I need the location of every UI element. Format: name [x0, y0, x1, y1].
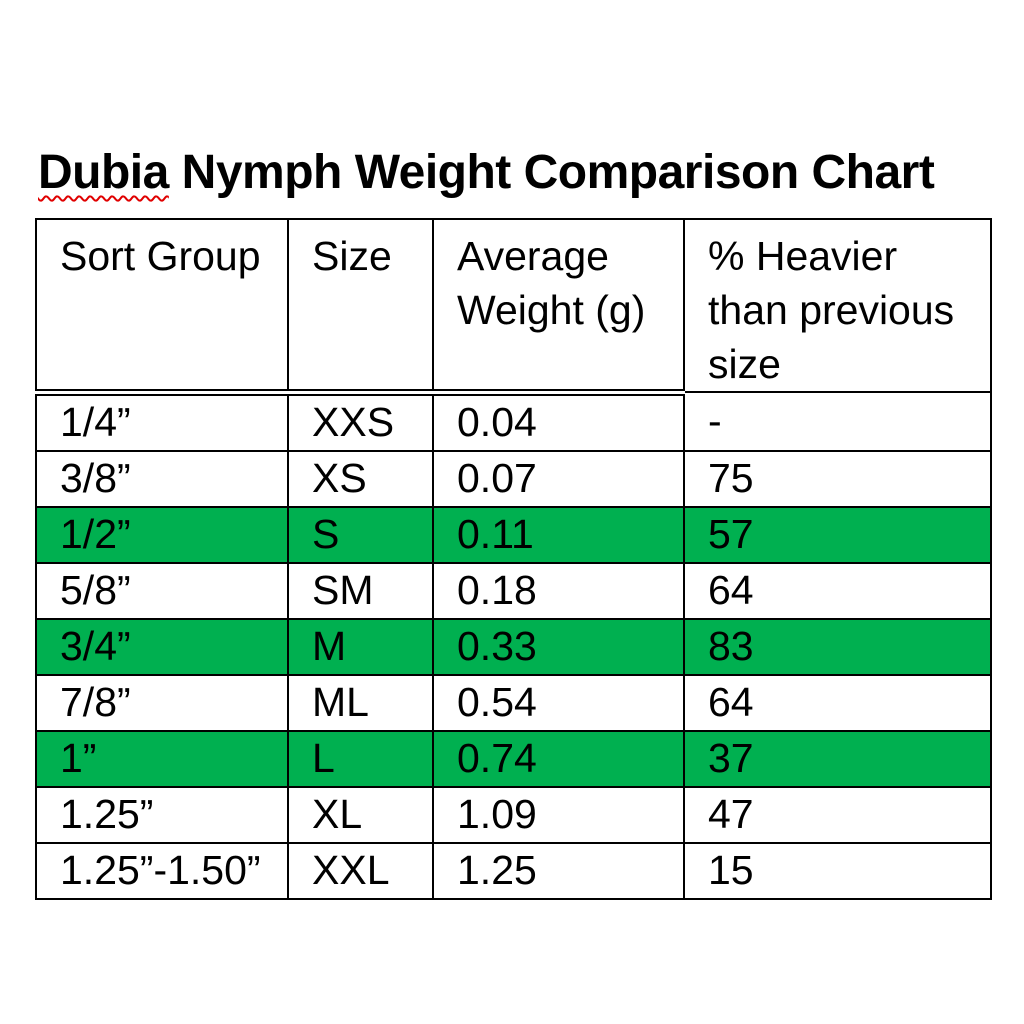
cell-sort-group: 3/4”	[35, 617, 289, 676]
cell-pct-heavier: 83	[683, 617, 992, 676]
cell-pct-heavier: -	[683, 391, 992, 452]
cell-pct-heavier: 15	[683, 841, 992, 900]
title-rest: Nymph Weight Comparison Chart	[168, 146, 935, 200]
cell-pct-heavier: 47	[683, 785, 992, 844]
weight-comparison-table: Sort Group Size Average Weight (g) % Hea…	[35, 218, 992, 900]
cell-average-weight: 1.09	[432, 785, 685, 844]
cell-pct-heavier: 64	[683, 673, 992, 732]
cell-size: XL	[287, 785, 434, 844]
cell-sort-group: 5/8”	[35, 561, 289, 620]
table-header: Sort Group Size Average Weight (g) % Hea…	[35, 218, 992, 396]
table-row: 3/8” XS 0.07 75	[35, 449, 992, 508]
cell-size: XXS	[287, 391, 434, 452]
table-row: 1/4” XXS 0.04-	[35, 391, 992, 452]
table-row: 3/4” M 0.33 83	[35, 617, 992, 676]
column-header-average-weight: Average Weight (g)	[432, 218, 685, 396]
cell-pct-heavier: 75	[683, 449, 992, 508]
title-misspelled-word: Dubia	[38, 146, 169, 200]
cell-average-weight: 0.11	[432, 505, 685, 564]
cell-average-weight: 1.25	[432, 841, 685, 900]
cell-average-weight: 0.54	[432, 673, 685, 732]
table-row: 1/2” S 0.11 57	[35, 505, 992, 564]
cell-sort-group: 3/8”	[35, 449, 289, 508]
cell-pct-heavier: 57	[683, 505, 992, 564]
column-header-size: Size	[287, 218, 434, 396]
cell-sort-group: 7/8”	[35, 673, 289, 732]
cell-average-weight: 0.04	[432, 391, 685, 452]
column-header-pct-heavier: % Heavier than previous size	[683, 218, 992, 393]
page-title: Dubia Nymph Weight Comparison Chart	[38, 144, 935, 202]
table-body: 1/4” XXS 0.04-3/8” XS 0.07 75 1/2” S 0.11 57 5/8” S…	[35, 391, 992, 900]
table-row: 1.25” XL 1.09 47	[35, 785, 992, 844]
cell-average-weight: 0.74	[432, 729, 685, 788]
column-header-sort-group: Sort Group	[35, 218, 289, 396]
table-row: 1” L 0.74 37	[35, 729, 992, 788]
table-row: 5/8” SM 0.18 64	[35, 561, 992, 620]
cell-size: S	[287, 505, 434, 564]
cell-sort-group: 1/2”	[35, 505, 289, 564]
cell-size: SM	[287, 561, 434, 620]
table-row: 7/8” ML 0.54 64	[35, 673, 992, 732]
cell-sort-group: 1.25”-1.50”	[35, 841, 289, 900]
cell-average-weight: 0.07	[432, 449, 685, 508]
cell-sort-group: 1/4”	[35, 391, 289, 452]
header-row: Sort Group Size Average Weight (g) % Hea…	[35, 218, 992, 396]
cell-sort-group: 1.25”	[35, 785, 289, 844]
cell-average-weight: 0.33	[432, 617, 685, 676]
cell-size: ML	[287, 673, 434, 732]
cell-size: L	[287, 729, 434, 788]
cell-size: XXL	[287, 841, 434, 900]
cell-average-weight: 0.18	[432, 561, 685, 620]
cell-sort-group: 1”	[35, 729, 289, 788]
cell-pct-heavier: 64	[683, 561, 992, 620]
table-row: 1.25”-1.50” XXL 1.25 15	[35, 841, 992, 900]
cell-size: XS	[287, 449, 434, 508]
cell-size: M	[287, 617, 434, 676]
cell-pct-heavier: 37	[683, 729, 992, 788]
